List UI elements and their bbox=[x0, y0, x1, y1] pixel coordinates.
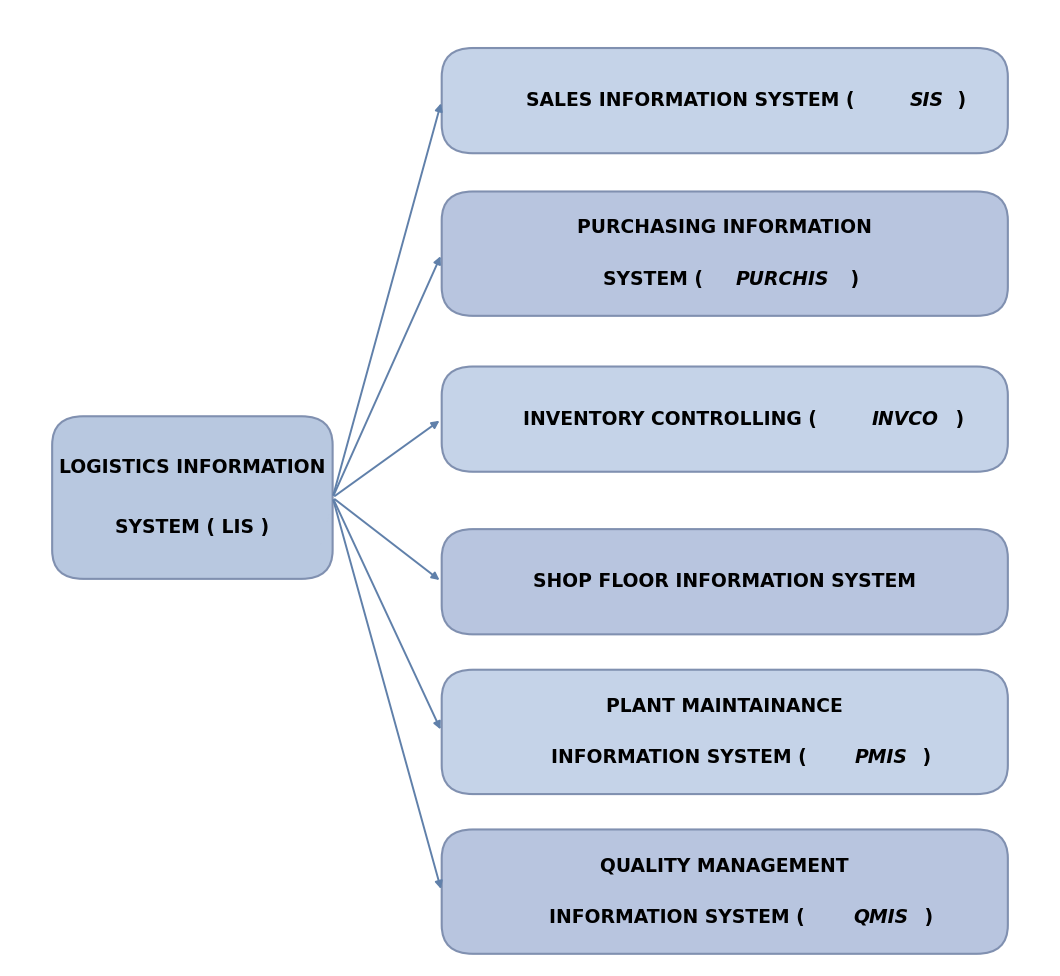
Text: QUALITY MANAGEMENT: QUALITY MANAGEMENT bbox=[600, 856, 849, 875]
Text: SYSTEM ( LIS ): SYSTEM ( LIS ) bbox=[116, 517, 269, 537]
FancyBboxPatch shape bbox=[442, 670, 1008, 794]
Text: SIS: SIS bbox=[911, 91, 944, 110]
Text: PLANT MAINTAINANCE: PLANT MAINTAINANCE bbox=[606, 697, 843, 715]
Text: SHOP FLOOR INFORMATION SYSTEM: SHOP FLOOR INFORMATION SYSTEM bbox=[533, 572, 916, 591]
FancyBboxPatch shape bbox=[442, 48, 1008, 153]
Text: INVCO: INVCO bbox=[871, 410, 938, 428]
Text: INVENTORY CONTROLLING (: INVENTORY CONTROLLING ( bbox=[523, 410, 823, 428]
FancyBboxPatch shape bbox=[442, 830, 1008, 954]
FancyBboxPatch shape bbox=[52, 416, 333, 579]
Text: SALES INFORMATION SYSTEM (: SALES INFORMATION SYSTEM ( bbox=[526, 91, 861, 110]
Text: SYSTEM (: SYSTEM ( bbox=[603, 270, 709, 289]
FancyBboxPatch shape bbox=[442, 191, 1008, 316]
Text: ): ) bbox=[951, 91, 966, 110]
Text: INFORMATION SYSTEM (: INFORMATION SYSTEM ( bbox=[549, 908, 812, 927]
Text: PMIS: PMIS bbox=[854, 749, 907, 767]
Text: ): ) bbox=[844, 270, 859, 289]
Text: PURCHASING INFORMATION: PURCHASING INFORMATION bbox=[578, 219, 872, 237]
FancyBboxPatch shape bbox=[442, 367, 1008, 471]
Text: INFORMATION SYSTEM (: INFORMATION SYSTEM ( bbox=[550, 749, 813, 767]
Text: ): ) bbox=[918, 908, 933, 927]
Text: QMIS: QMIS bbox=[853, 908, 908, 927]
Text: ): ) bbox=[917, 749, 932, 767]
Text: PURCHIS: PURCHIS bbox=[736, 270, 829, 289]
FancyBboxPatch shape bbox=[442, 529, 1008, 634]
Text: ): ) bbox=[950, 410, 965, 428]
Text: LOGISTICS INFORMATION: LOGISTICS INFORMATION bbox=[59, 459, 325, 477]
